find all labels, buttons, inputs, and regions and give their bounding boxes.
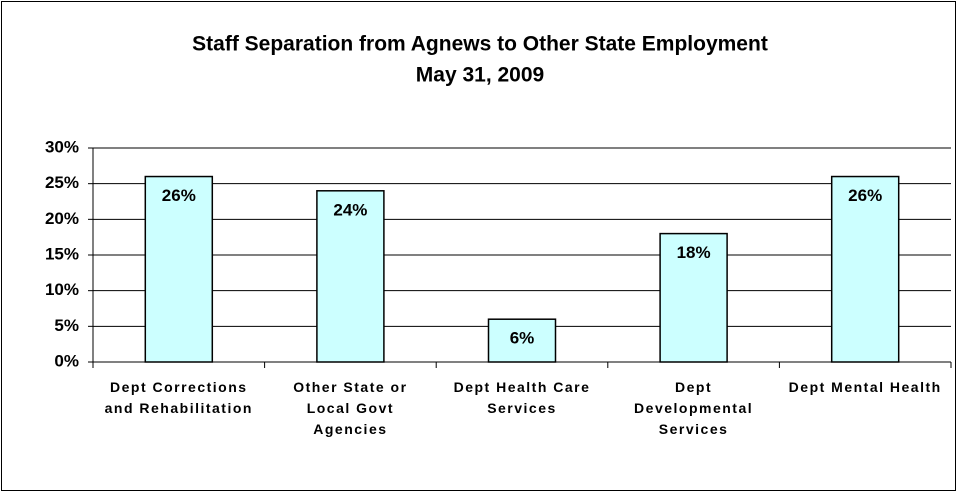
y-tick-label: 5% — [54, 316, 79, 335]
chart-title: Staff Separation from Agnews to Other St… — [192, 33, 768, 56]
x-tick-label: Other State or Local Govt Agencies — [293, 379, 408, 437]
y-tick-label: 0% — [54, 351, 79, 370]
x-tick-label: Dept Developmental Services — [634, 379, 754, 437]
bar — [316, 190, 385, 363]
y-tick-label: 20% — [45, 209, 79, 228]
y-tick-label: 30% — [45, 137, 79, 156]
x-tick-label: Dept Mental Health — [788, 379, 942, 395]
data-label: 18% — [677, 243, 711, 262]
chart-subtitle: May 31, 2009 — [416, 64, 544, 87]
data-label: 26% — [162, 186, 196, 205]
y-tick-label: 25% — [45, 173, 79, 192]
bar — [659, 232, 728, 363]
bar — [487, 318, 557, 363]
data-label: 26% — [848, 186, 882, 205]
bar — [830, 175, 900, 363]
y-tick-label: 15% — [45, 244, 79, 263]
y-tick-label: 10% — [45, 280, 79, 299]
x-tick-label: Dept Health Care Services — [453, 379, 591, 416]
x-tick-label: Dept Corrections and Rehabilitation — [104, 379, 253, 416]
data-label: 6% — [510, 329, 535, 348]
bar — [144, 175, 214, 363]
data-label: 24% — [333, 200, 367, 219]
